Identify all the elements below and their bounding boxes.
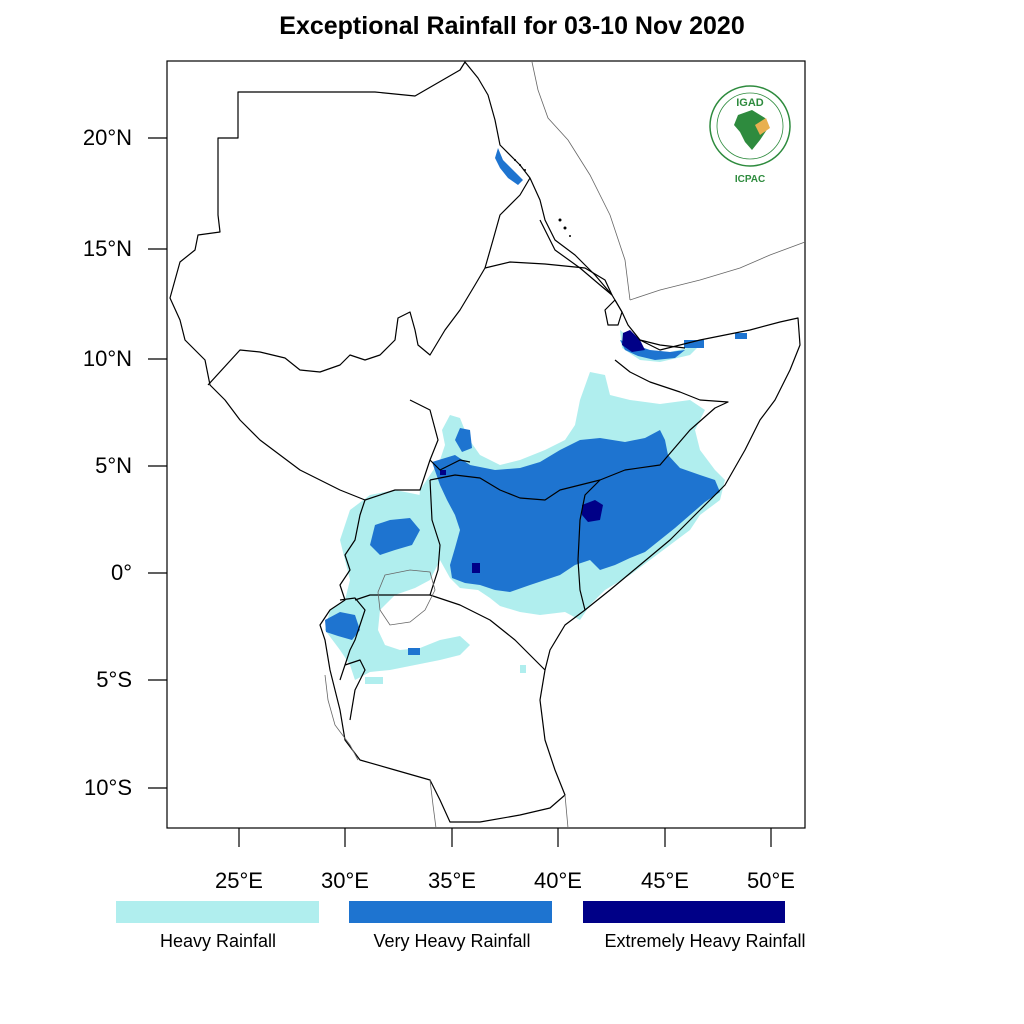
logo-title: IGAD xyxy=(736,97,764,109)
lake-victoria xyxy=(377,569,436,626)
lon-tick-label: 35°E xyxy=(428,868,476,893)
lat-tick-label: 10°N xyxy=(82,346,132,371)
legend-swatch-very-heavy xyxy=(349,901,552,923)
plot-frame xyxy=(166,60,806,829)
lat-tick-label: 5°S xyxy=(96,667,132,692)
lat-tick-label: 10°S xyxy=(84,775,132,800)
lakes-and-neighbours xyxy=(324,61,806,829)
lat-tick-label: 20°N xyxy=(82,125,132,150)
lon-tick-label: 30°E xyxy=(321,868,369,893)
axis-ticks xyxy=(148,137,772,847)
map-title: Exceptional Rainfall for 03-10 Nov 2020 xyxy=(279,12,745,40)
islands xyxy=(514,159,571,237)
country-borders xyxy=(169,61,801,823)
legend-swatch-extremely-heavy xyxy=(583,901,785,923)
lon-tick-label: 50°E xyxy=(747,868,795,893)
legend-label-extremely-heavy: Extremely Heavy Rainfall xyxy=(604,931,806,951)
legend-label-very-heavy: Very Heavy Rainfall xyxy=(373,931,531,951)
lon-tick-label: 40°E xyxy=(534,868,582,893)
legend-swatch-heavy xyxy=(116,901,319,923)
lon-tick-label: 45°E xyxy=(641,868,689,893)
igad-africa-logo-icon xyxy=(709,85,791,167)
lon-tick-label: 25°E xyxy=(215,868,263,893)
lat-tick-label: 15°N xyxy=(82,236,132,261)
lat-tick-label: 0° xyxy=(110,560,132,585)
lat-tick-label: 5°N xyxy=(95,453,132,478)
legend-label-heavy: Heavy Rainfall xyxy=(159,931,277,951)
region-outline xyxy=(169,61,801,823)
very-heavy-rainfall-areas xyxy=(325,148,747,655)
extremely-heavy-rainfall-areas xyxy=(440,330,645,573)
logo-subtext: ICPAC xyxy=(735,174,765,185)
